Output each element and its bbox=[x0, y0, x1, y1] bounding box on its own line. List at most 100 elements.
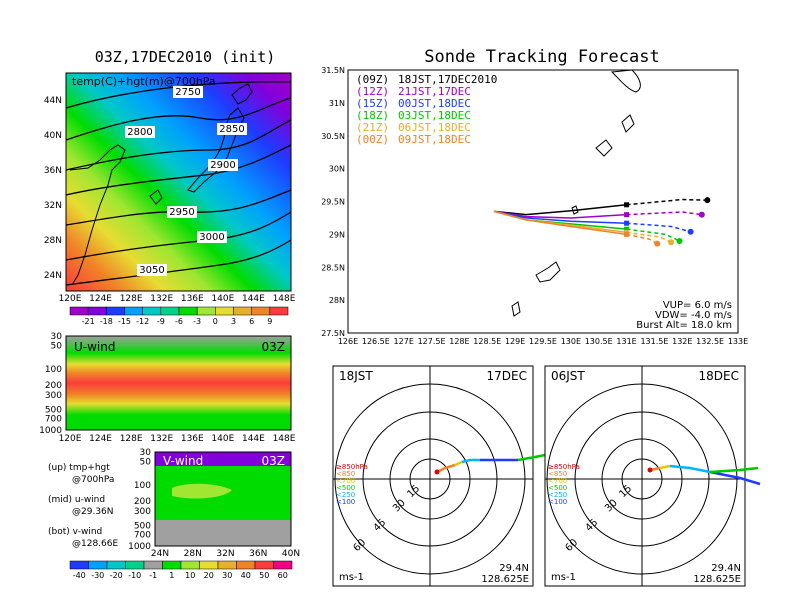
contour-label-box bbox=[125, 126, 155, 138]
height-contour-3050 bbox=[65, 239, 292, 286]
landing-point-marker bbox=[704, 197, 711, 204]
temp-colorbar-cell bbox=[233, 306, 252, 316]
track-legend-code: (09Z) bbox=[356, 73, 389, 86]
map-lon-tick: 144E bbox=[242, 294, 265, 304]
flight-parameter: VUP= 6.0 m/s bbox=[663, 300, 732, 311]
hodograph-trace bbox=[461, 458, 480, 464]
track-lon-tick: 132.5E bbox=[696, 337, 724, 346]
u-wind-pressure-tick: 50 bbox=[51, 341, 63, 351]
wind-colorbar-cell bbox=[143, 560, 163, 570]
hodograph-units: ms-1 bbox=[339, 572, 364, 583]
pressure-level-label: <100 bbox=[548, 498, 567, 506]
v-wind-lower-band bbox=[155, 520, 291, 546]
pressure-level-label: <850 bbox=[548, 470, 567, 478]
temp-colorbar-label: -12 bbox=[136, 317, 149, 326]
track-legend-label: 03JST,18DEC bbox=[398, 109, 471, 122]
wind-colorbar-cell bbox=[217, 560, 237, 570]
wind-colorbar-label: 1 bbox=[169, 571, 174, 580]
map-frame bbox=[65, 72, 292, 292]
pressure-level-label: <700 bbox=[336, 477, 355, 485]
hodograph-left-label: 18JST bbox=[339, 369, 373, 383]
map-lat-tick: 32N bbox=[44, 201, 62, 211]
track-lon-tick: 132E bbox=[672, 337, 692, 346]
wind-colorbar-cell bbox=[273, 560, 293, 570]
side-legend-head: (mid) u-wind bbox=[48, 495, 105, 505]
temp-colorbar-cell bbox=[160, 306, 180, 316]
v-wind-pressure-tick: 30 bbox=[140, 448, 152, 458]
u-wind-pressure-tick: 200 bbox=[45, 381, 62, 391]
island-amami bbox=[535, 261, 561, 283]
burst-point-marker bbox=[624, 212, 630, 218]
temp-colorbar-cell bbox=[215, 306, 234, 316]
temperature-colorbar: -21 -18 -15 -12 -9 -6 -3 0 3 6 9 bbox=[69, 306, 289, 326]
hodograph-units: ms-1 bbox=[551, 572, 576, 583]
hodograph-trace bbox=[709, 470, 761, 486]
map-lat-tick: 28N bbox=[44, 236, 62, 246]
temp-colorbar-label: 9 bbox=[267, 317, 272, 326]
temp-colorbar-label: -9 bbox=[157, 317, 165, 326]
hodograph-start-marker bbox=[647, 467, 653, 473]
v-wind-lat-tick: 24N bbox=[151, 549, 169, 559]
temp-colorbar-cell bbox=[251, 306, 271, 316]
track-lon-tick: 126E bbox=[338, 337, 358, 346]
temp-colorbar-label: -18 bbox=[100, 317, 113, 326]
side-legend-head: (up) tmp+hgt bbox=[48, 463, 110, 473]
track-lon-tick: 127E bbox=[394, 337, 414, 346]
hodograph-trace bbox=[517, 453, 546, 462]
track-lat-tick: 29.5N bbox=[321, 198, 345, 207]
map-lat-tick: 24N bbox=[44, 271, 62, 281]
contour-label: 2900 bbox=[210, 160, 235, 171]
v-wind-pressure-tick: 700 bbox=[134, 531, 151, 541]
track-legend: (09Z) 18JST,17DEC2010 (12Z) 21JST,17DEC (15Z… bbox=[356, 73, 497, 146]
v-wind-lat-tick: 40N bbox=[282, 549, 300, 559]
track-legend-code: (18Z) bbox=[356, 109, 389, 122]
burst-point-marker bbox=[624, 231, 630, 237]
pressure-level-label: ≥850hPa bbox=[336, 463, 368, 471]
left-panel-title: 03Z,17DEC2010 (init) bbox=[95, 48, 276, 66]
contour-label: 3050 bbox=[139, 265, 164, 276]
wind-colorbar-label: -20 bbox=[110, 571, 123, 580]
wind-colorbar-label: -10 bbox=[128, 571, 141, 580]
u-wind-lon-tick: 148E bbox=[273, 434, 296, 444]
temp-colorbar-cell bbox=[69, 306, 89, 316]
v-wind-top-band bbox=[155, 452, 291, 466]
v-wind-lat-tick: 28N bbox=[184, 549, 202, 559]
track-legend-code: (12Z) bbox=[356, 85, 389, 98]
contour-label-box bbox=[167, 206, 197, 218]
temp-colorbar-label: 3 bbox=[231, 317, 236, 326]
temp-colorbar-cell bbox=[178, 306, 198, 316]
track-lat-tick: 30.5N bbox=[321, 132, 345, 141]
hodograph-trace bbox=[454, 460, 463, 467]
v-wind-lat-tick: 36N bbox=[249, 549, 267, 559]
wind-colorbar-label: 10 bbox=[185, 571, 195, 580]
burst-point-marker bbox=[624, 202, 630, 208]
v-wind-label: V-wind bbox=[163, 454, 203, 468]
u-wind-lon-tick: 132E bbox=[150, 434, 173, 444]
track-lat-tick: 30N bbox=[329, 165, 345, 174]
v-wind-pressure-tick: 50 bbox=[140, 457, 152, 467]
landing-point-marker bbox=[668, 239, 675, 246]
track-legend-label: 06JST,18DEC bbox=[398, 121, 471, 134]
burst-point-marker bbox=[624, 220, 630, 226]
track-series bbox=[493, 197, 711, 247]
hodograph-right-label: 18DEC bbox=[699, 369, 739, 383]
track-lon-tick: 133E bbox=[728, 337, 748, 346]
track-lon-tick: 127.5E bbox=[418, 337, 446, 346]
track-legend-code: (15Z) bbox=[356, 97, 389, 110]
u-wind-label: U-wind bbox=[74, 340, 115, 354]
track-map-frame bbox=[347, 69, 739, 334]
wind-colorbar-cell bbox=[254, 560, 274, 570]
wind-colorbar-cell bbox=[88, 560, 108, 570]
hodograph-lon: 128.625E bbox=[481, 574, 529, 585]
wind-colorbar: -40 -30 -20 -10 -1 1 10 20 30 40 50 60 bbox=[69, 560, 293, 580]
hodograph-trace bbox=[659, 464, 671, 470]
track-lat-tick: 27.5N bbox=[321, 329, 345, 338]
pressure-level-label: <250 bbox=[548, 491, 567, 499]
height-contour-2750 bbox=[65, 81, 292, 109]
island-yakushima-area bbox=[610, 69, 641, 93]
height-contour-2800 bbox=[65, 97, 292, 141]
coastline-kyushu bbox=[149, 189, 163, 205]
